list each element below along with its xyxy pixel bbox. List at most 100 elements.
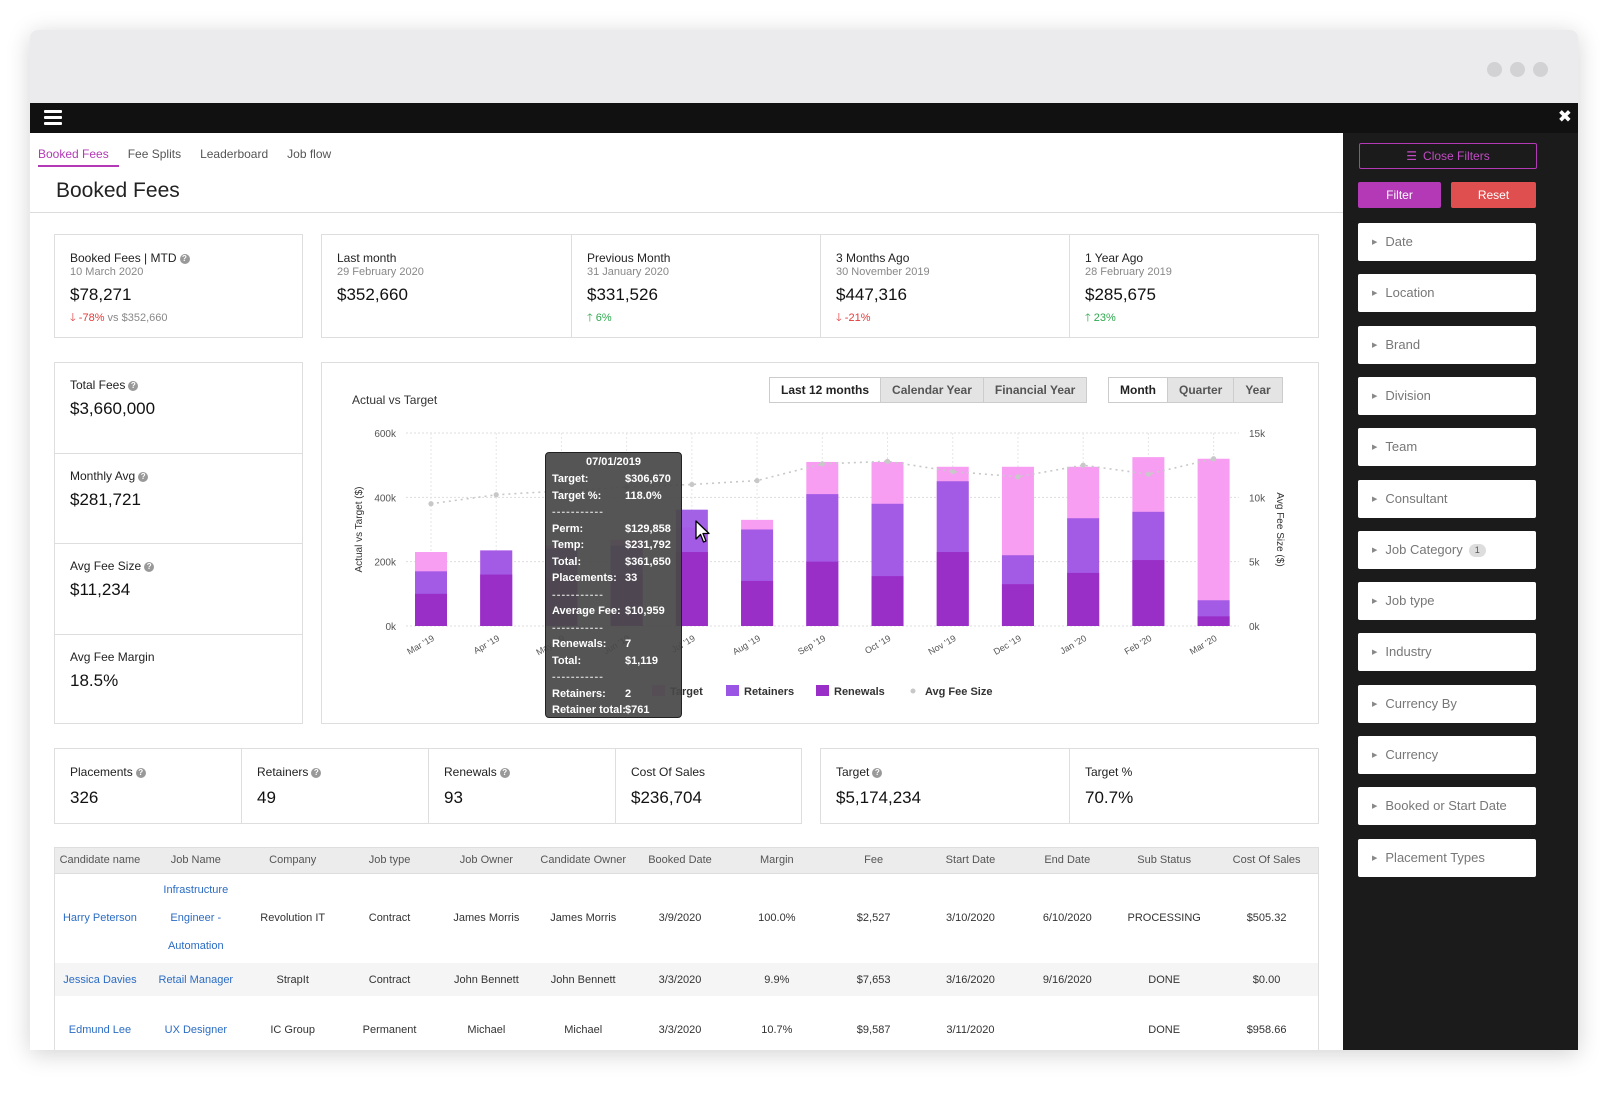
filter-booked-or-start-date[interactable]: ▶ Booked or Start Date [1358, 787, 1536, 826]
help-icon[interactable]: ? [128, 381, 139, 391]
kpi-value: $285,675 [1085, 285, 1156, 304]
table-cell: $505.32 [1246, 912, 1287, 925]
filter-label: Consultant [1385, 490, 1448, 506]
tooltip-value: $10,959 [625, 605, 665, 617]
window-controls [1487, 62, 1548, 77]
table-cell[interactable]: Harry Peterson [62, 912, 137, 925]
table-cell: James Morris [453, 912, 520, 925]
table-row[interactable]: Edmund Lee UX Designer IC Group Permanent Mi… [55, 996, 1318, 1050]
legend-swatch [816, 685, 829, 696]
filter-date[interactable]: ▶ Date [1358, 223, 1536, 261]
period-quarter[interactable]: Quarter [1166, 378, 1234, 402]
legend-label: Renewals [834, 686, 885, 698]
x-tick-label: Jan '20 [1058, 633, 1088, 656]
tooltip-value: $361,650 [625, 555, 671, 568]
filter-job-type[interactable]: ▶ Job type [1358, 582, 1536, 621]
column-header[interactable]: Fee [827, 848, 920, 874]
help-icon[interactable]: ? [872, 768, 883, 778]
table-cell[interactable]: Jessica Davies [55, 963, 145, 996]
avg-fee-point [428, 501, 434, 507]
tab-job-flow[interactable]: Job flow [287, 147, 332, 161]
table-cell[interactable]: Retail Manager [144, 963, 247, 996]
window-dot[interactable] [1487, 62, 1502, 77]
close-filters-button[interactable]: ☰ Close Filters [1359, 143, 1537, 169]
tab-leaderboard[interactable]: Leaderboard [200, 147, 269, 161]
filter-placement-types[interactable]: ▶ Placement Types [1358, 838, 1536, 877]
window-dot[interactable] [1510, 62, 1525, 77]
table-cell: Michael [564, 1024, 603, 1036]
column-header[interactable]: Candidate name [55, 848, 145, 874]
table-cell[interactable]: UX Designer [164, 1024, 227, 1036]
avg-fee-point [1080, 462, 1086, 468]
column-header[interactable]: Sub Status [1113, 848, 1216, 874]
table-cell: $2,527 [856, 912, 891, 925]
column-header[interactable]: Candidate Owner [532, 848, 635, 874]
column-header[interactable]: Company [246, 848, 339, 874]
filter-division[interactable]: ▶ Division [1358, 376, 1536, 415]
column-header[interactable]: Cost Of Sales [1215, 848, 1318, 874]
filter-team[interactable]: ▶ Team [1358, 428, 1536, 467]
arrow-down-icon: 🡓 [70, 312, 76, 324]
stat-cost-of-sales: Cost Of Sales $236,704 [616, 749, 801, 823]
tooltip-label: Perm: [552, 522, 584, 535]
help-icon[interactable]: ? [499, 768, 510, 778]
filter-industry[interactable]: ▶ Industry [1358, 633, 1536, 672]
help-icon[interactable]: ? [135, 768, 146, 778]
column-header[interactable]: Job type [338, 848, 441, 874]
menu-icon[interactable] [44, 110, 62, 126]
stat-value: $5,174,234 [836, 788, 922, 807]
caret-right-icon: ▶ [1372, 546, 1378, 554]
filter-label: Brand [1385, 336, 1421, 352]
column-header[interactable]: Start Date [919, 848, 1022, 874]
kpi-1-year-ago: 1 Year Ago 28 February 2019 $285,675 🡑 2… [1070, 235, 1318, 337]
tooltip-label: Retainers: [552, 687, 606, 700]
window-dot[interactable] [1533, 62, 1548, 77]
column-header[interactable]: Booked Date [634, 848, 726, 874]
filter-currency[interactable]: ▶ Currency [1358, 736, 1536, 774]
filter-currency-by[interactable]: ▶ Currency By [1358, 684, 1536, 723]
tab-fee-splits[interactable]: Fee Splits [127, 147, 182, 161]
column-header[interactable]: Margin [725, 848, 828, 874]
help-icon[interactable]: ? [138, 472, 149, 482]
kpi-value: $352,660 [337, 285, 408, 304]
close-icon[interactable]: ✖ [1557, 107, 1572, 127]
tooltip-label: Target %: [552, 489, 602, 502]
kpi-label: Previous Month [587, 251, 671, 265]
placements-table-card: Candidate name Job Name Company Job type Job… [54, 847, 1319, 1050]
range-calendar-year[interactable]: Calendar Year [880, 378, 983, 402]
reset-button[interactable]: Reset [1451, 182, 1536, 208]
x-tick-label: Mar '19 [405, 633, 436, 657]
filter-button[interactable]: Filter [1358, 182, 1441, 208]
tooltip-row: Temp: $231,792 [552, 539, 675, 556]
divider [30, 212, 1343, 213]
table-row[interactable]: Jessica Davies Retail Manager StrapIt Contr… [55, 963, 1318, 996]
help-icon[interactable]: ? [311, 768, 322, 778]
period-month[interactable]: Month [1109, 378, 1167, 402]
column-header[interactable]: Job Name [144, 848, 247, 874]
range-financial-year[interactable]: Financial Year [982, 378, 1087, 402]
help-icon[interactable]: ? [144, 562, 155, 572]
stat-value: 93 [444, 788, 463, 807]
avg-fee-point [1145, 471, 1151, 477]
stat-value: 49 [257, 788, 276, 807]
column-header[interactable]: End Date [1021, 848, 1114, 874]
table-cell[interactable]: Edmund Lee [68, 1024, 132, 1036]
filter-job-category[interactable]: ▶ Job Category 1 [1358, 530, 1536, 569]
table-cell: 10.7% [761, 1024, 793, 1036]
y-tick-label: 400k [374, 493, 397, 504]
tooltip-label: Average Fee: [552, 605, 621, 617]
x-tick-label: Feb '20 [1123, 633, 1154, 657]
period-year[interactable]: Year [1233, 378, 1282, 402]
arrow-up-icon: 🡑 [1085, 312, 1091, 324]
column-header[interactable]: Job Owner [440, 848, 533, 874]
range-last-12-months[interactable]: Last 12 months [770, 378, 881, 402]
caret-right-icon: ▶ [1372, 598, 1378, 606]
help-icon[interactable]: ? [179, 254, 190, 264]
table-cell[interactable]: Infrastructure Engineer - Automation [163, 884, 229, 953]
filter-location[interactable]: ▶ Location [1358, 274, 1536, 313]
table-row[interactable]: Harry Peterson Infrastructure Engineer - … [55, 873, 1318, 963]
filter-brand[interactable]: ▶ Brand [1358, 325, 1536, 364]
tab-booked-fees[interactable]: Booked Fees [38, 147, 119, 167]
filter-consultant[interactable]: ▶ Consultant [1358, 479, 1536, 518]
